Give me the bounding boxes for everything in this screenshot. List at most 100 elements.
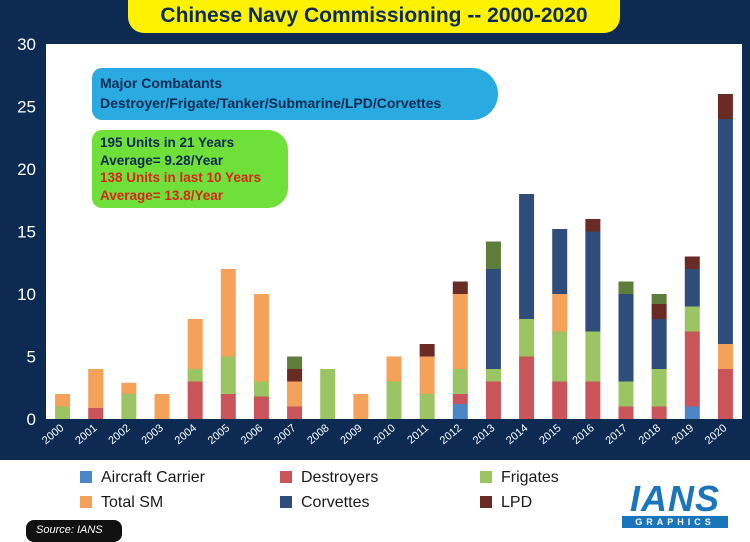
stacked-bar-chart: 0 5 10 15 20 25 30 2000 2001 2002 2003 2004 2005 2006… [17, 35, 733, 447]
legend-swatch [80, 470, 92, 483]
total-units-text: 195 Units in 21 Years [100, 135, 235, 150]
bar-segment [220, 356, 236, 394]
bar-segment [419, 394, 435, 419]
bar-segment [88, 369, 104, 408]
x-tick-label: 2008 [305, 422, 331, 447]
y-tick-label: 0 [27, 410, 36, 429]
bar-segment [585, 381, 601, 419]
bar-segment [154, 394, 170, 419]
x-tick-label: 2015 [537, 422, 563, 447]
x-tick-label: 2019 [670, 422, 696, 447]
source-note: Source: IANS [26, 520, 122, 542]
bar-segment [585, 219, 601, 232]
units-summary-callout: 195 Units in 21 Years Average= 9.28/Year… [92, 130, 288, 208]
bar-segment [519, 356, 535, 419]
x-tick-label: 2001 [73, 422, 99, 447]
bar-segment [253, 381, 269, 397]
callout-categories: Destroyer/Frigate/Tanker/Submarine/LPD/C… [100, 95, 442, 111]
legend-swatch [480, 495, 492, 508]
x-tick-label: 2006 [239, 422, 265, 447]
bar-segment [519, 194, 535, 319]
legend: Aircraft Carrier Destroyers Frigates Total … [80, 468, 600, 526]
bar-segment [485, 269, 501, 369]
bar-segment [253, 294, 269, 382]
bar-segment [419, 356, 435, 394]
x-tick-label: 2014 [504, 422, 530, 447]
bar-segment [121, 394, 137, 419]
legend-label: Aircraft Carrier [101, 469, 206, 486]
bar-segment [187, 381, 203, 419]
bar-segment [717, 94, 733, 119]
y-tick-label: 10 [17, 285, 36, 304]
bar-segment [684, 306, 700, 332]
legend-label: Frigates [501, 469, 559, 486]
bar-segment [519, 319, 535, 357]
legend-item: Corvettes [280, 493, 369, 513]
bar-segment [651, 406, 667, 419]
bar-segment [684, 406, 700, 419]
bar-segment [485, 369, 501, 382]
legend-label: Total SM [101, 494, 164, 511]
callout-heading: Major Combatants [100, 75, 223, 91]
bar-segment [320, 369, 336, 419]
ians-graphics-logo: IANS GRAPHICS [620, 478, 730, 528]
bar-segment [386, 356, 402, 382]
x-tick-label: 2017 [603, 422, 629, 447]
bar-segment [452, 394, 468, 404]
legend-swatch [80, 495, 92, 508]
bar-segment [452, 404, 468, 419]
bar-segment [684, 269, 700, 307]
x-tick-label: 2011 [405, 422, 431, 446]
bar-segment [717, 369, 733, 419]
bar-segment [386, 381, 402, 419]
legend-item: Total SM [80, 493, 163, 513]
bar-segment [684, 331, 700, 407]
logo-wordmark: IANS [629, 478, 720, 519]
bar-segment [452, 294, 468, 369]
last-ten-years-text: 138 Units in last 10 Years [100, 170, 262, 185]
bar-segment [55, 394, 71, 407]
bar-segment [419, 344, 435, 357]
bar-segment [585, 231, 601, 332]
y-tick-label: 25 [17, 98, 36, 117]
bar-segment [485, 241, 501, 269]
bar-segment [287, 381, 303, 407]
x-tick-label: 2018 [637, 422, 663, 447]
bar-segment [618, 381, 634, 407]
y-tick-label: 5 [27, 348, 36, 367]
bar-segment [287, 369, 303, 382]
bar-segment [552, 229, 568, 294]
bar-segment [220, 269, 236, 357]
x-tick-label: 2005 [206, 422, 232, 447]
bar-segment [88, 407, 104, 419]
bar-segment [187, 369, 203, 382]
bar-segment [717, 344, 733, 369]
x-tick-label: 2013 [471, 422, 497, 447]
bar-segment [651, 369, 667, 407]
legend-label: Corvettes [301, 494, 370, 511]
bar-segment [585, 331, 601, 382]
bar-segment [353, 394, 369, 419]
average-text: Average= 9.28/Year [100, 152, 223, 168]
bar-segment [552, 331, 568, 382]
bar-segment [618, 281, 634, 294]
x-tick-label: 2009 [338, 422, 364, 447]
last-ten-average-text: Average= 13.8/Year [100, 187, 223, 203]
y-tick-label: 15 [17, 223, 36, 242]
x-tick-label: 2002 [106, 422, 132, 447]
legend-item: LPD [480, 493, 532, 513]
bar-segment [552, 294, 568, 332]
legend-swatch [280, 495, 292, 508]
legend-item: Frigates [480, 468, 559, 488]
bar-segment [121, 382, 137, 394]
bar-segment [552, 381, 568, 419]
x-tick-label: 2016 [570, 422, 596, 447]
bar-segment [55, 406, 71, 419]
x-tick-label: 2003 [139, 422, 165, 447]
bar-segment [618, 406, 634, 419]
legend-item: Destroyers [280, 468, 378, 488]
legend-swatch [280, 470, 292, 483]
bar-segment [618, 294, 634, 382]
bar-segment [651, 304, 667, 319]
x-tick-label: 2020 [703, 422, 729, 447]
